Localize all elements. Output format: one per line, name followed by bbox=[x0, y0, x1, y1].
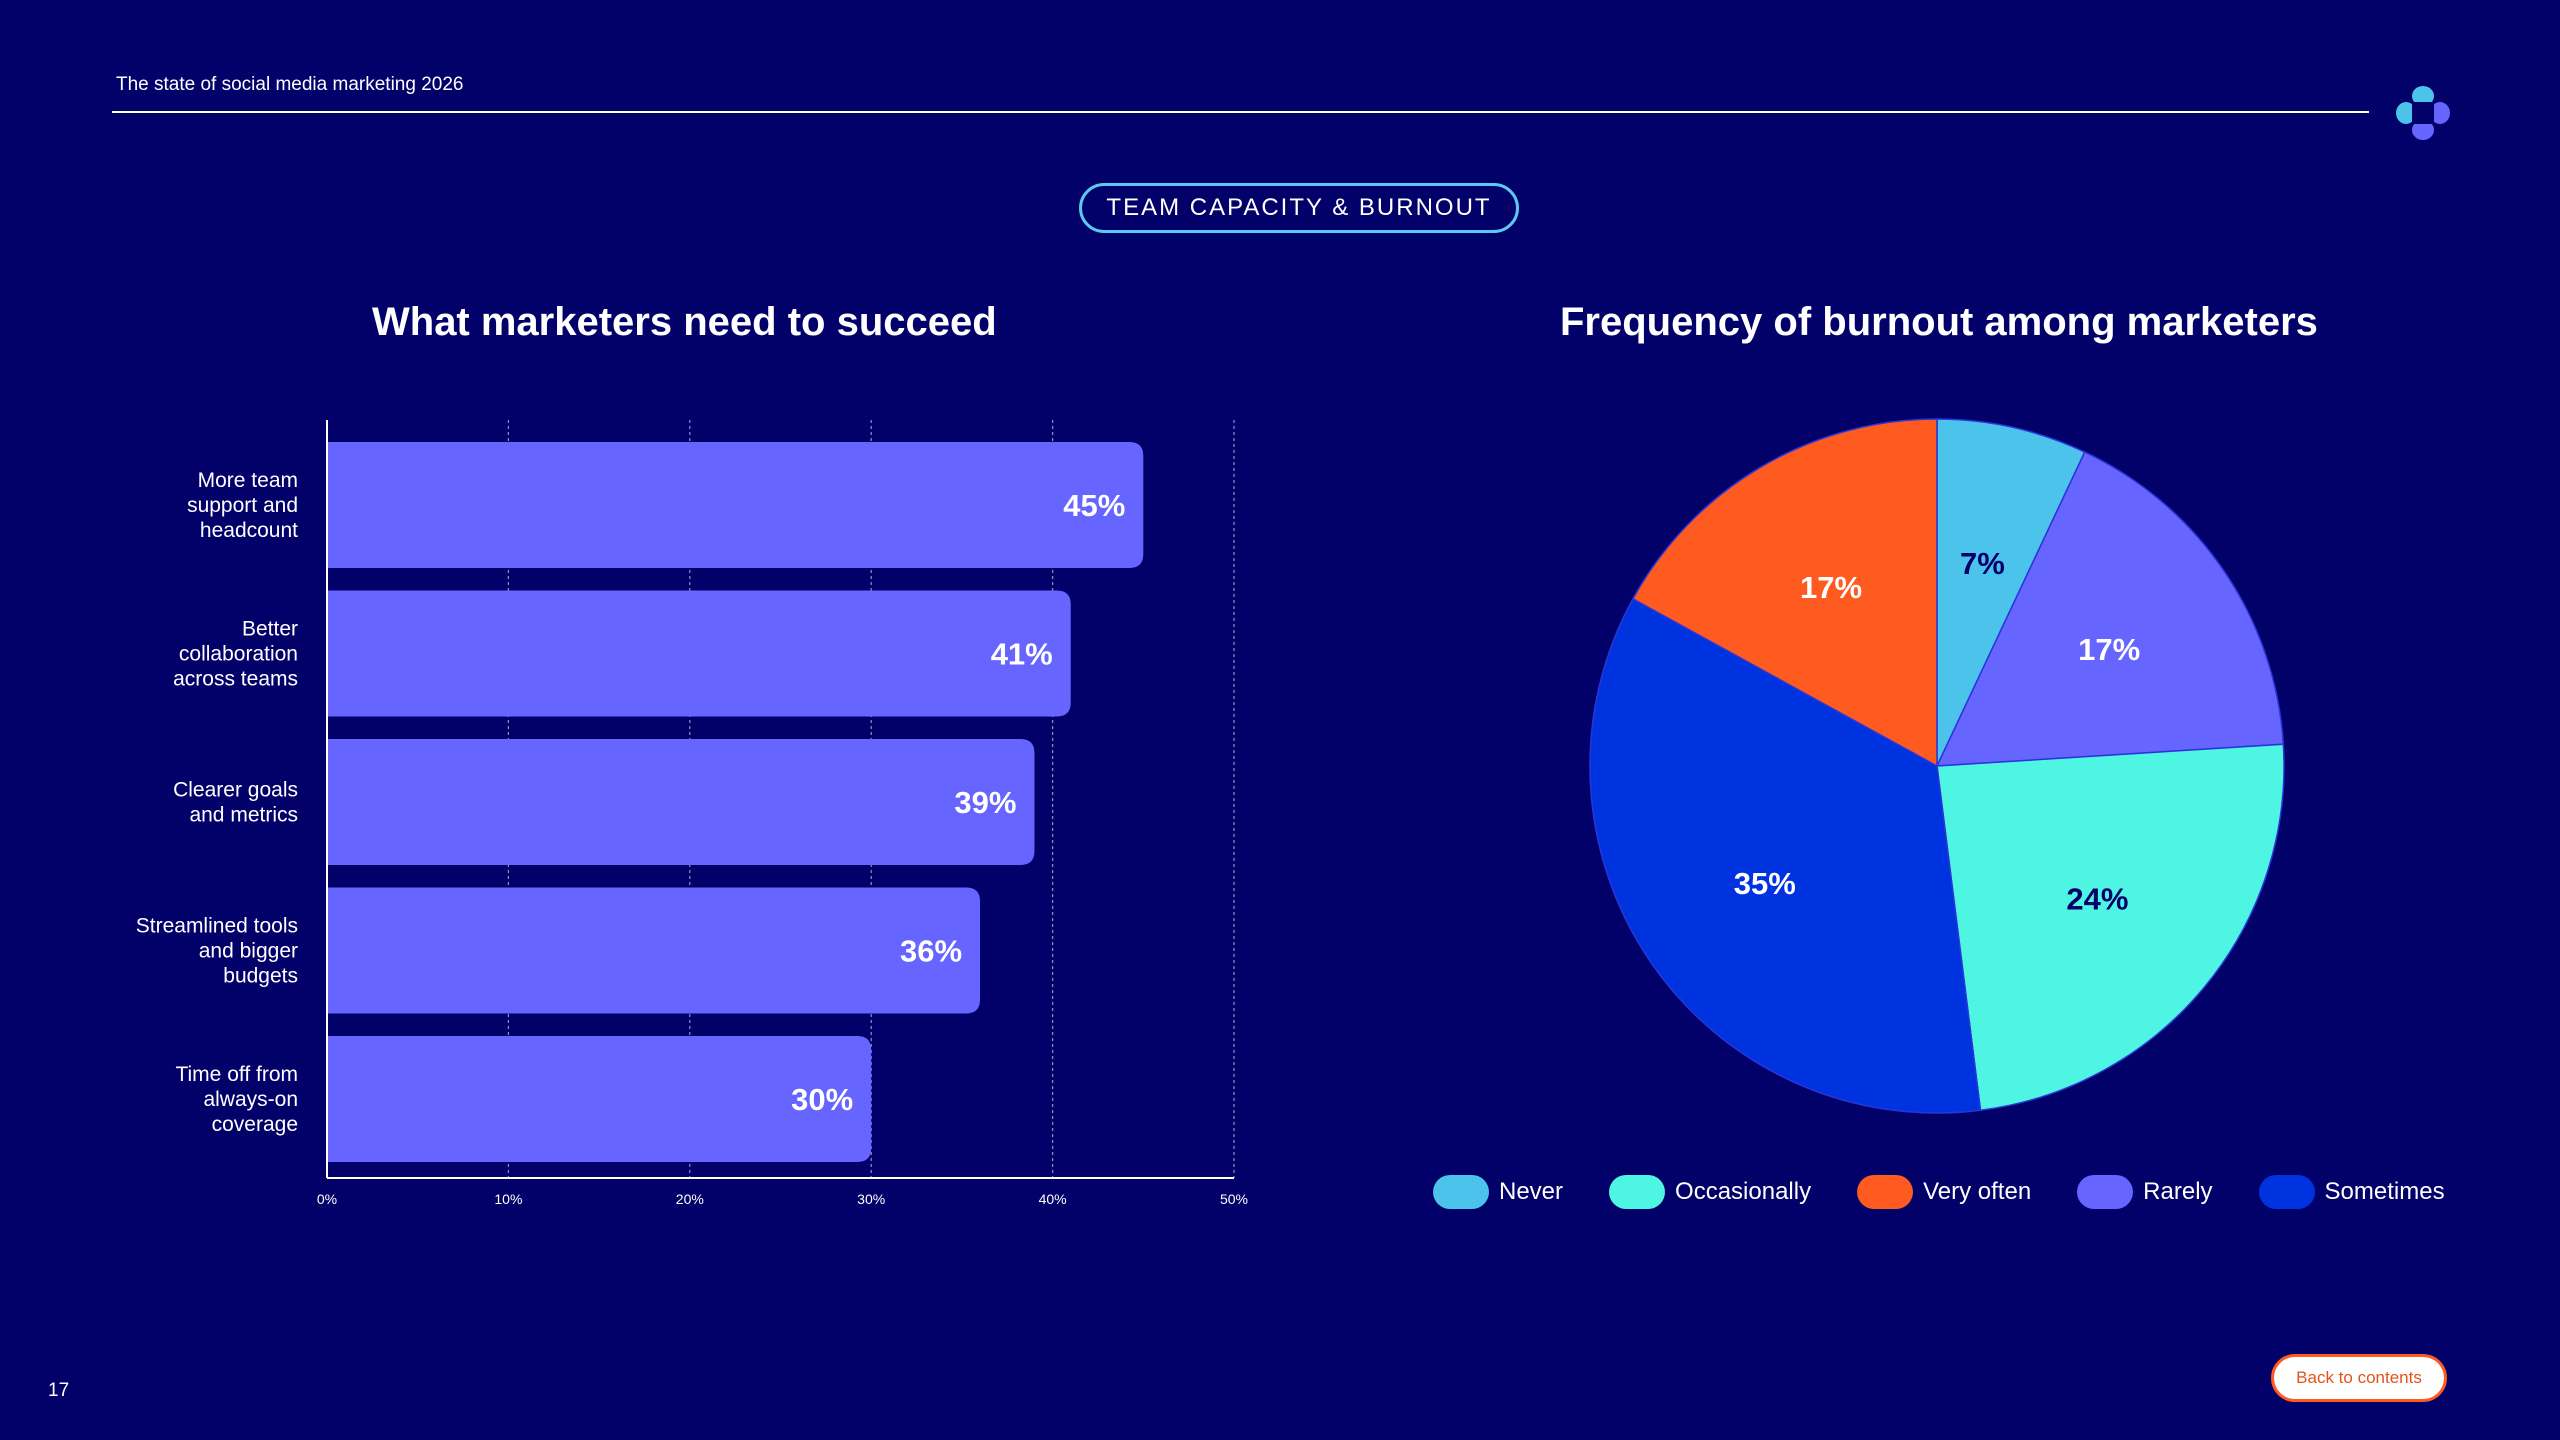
bar-category-label-line: budgets bbox=[223, 965, 298, 988]
legend-label: Rarely bbox=[2143, 1178, 2213, 1205]
header-divider bbox=[112, 111, 2369, 113]
pie-slice bbox=[1589, 597, 1982, 1114]
bar-category-label-line: coverage bbox=[212, 1113, 298, 1136]
back-to-contents-button[interactable]: Back to contents bbox=[2271, 1354, 2447, 1402]
bar-category-label: Better collaboration across teams bbox=[173, 618, 298, 691]
bar-value-label: 36% bbox=[900, 934, 962, 969]
legend-label: Occasionally bbox=[1675, 1178, 1812, 1205]
legend-label: Very often bbox=[1923, 1178, 2032, 1205]
x-tick-label: 0% bbox=[317, 1191, 337, 1207]
bar-value-label: 30% bbox=[791, 1082, 853, 1117]
bar-value-label: 45% bbox=[1063, 488, 1125, 523]
bar-category-label-line: Streamlined tools bbox=[136, 915, 298, 938]
page-number: 17 bbox=[48, 1380, 70, 1401]
bar-category-label-line: always-on bbox=[203, 1088, 298, 1111]
pie-slice bbox=[1631, 418, 1938, 768]
bar-value-label: 39% bbox=[954, 785, 1016, 820]
bar-category-label-line: headcount bbox=[200, 519, 298, 542]
bar-category-label: Streamlined tools and bigger budgets bbox=[136, 915, 298, 988]
bar-category-label: Clearer goals and metrics bbox=[173, 779, 298, 827]
legend-item: Rarely bbox=[2077, 1175, 2213, 1209]
x-tick-label: 40% bbox=[1039, 1191, 1067, 1207]
bar-category-label-line: Time off from bbox=[175, 1063, 298, 1086]
legend-label: Sometimes bbox=[2324, 1178, 2445, 1205]
pie-slice-label: 35% bbox=[1734, 866, 1796, 901]
bar bbox=[327, 1036, 872, 1162]
x-tick-label: 30% bbox=[857, 1191, 885, 1207]
pie-slice-label: 7% bbox=[1960, 546, 2005, 581]
pie-chart-title: Frequency of burnout among marketers bbox=[1560, 300, 2318, 344]
four-petal-logo-icon bbox=[2396, 86, 2450, 140]
bar-category-label-line: and bigger bbox=[199, 940, 298, 963]
bar bbox=[327, 739, 1035, 865]
bar-category-label-line: More team bbox=[198, 469, 298, 492]
legend-swatch bbox=[2077, 1175, 2134, 1209]
legend-item: Occasionally bbox=[1609, 1175, 1811, 1209]
legend-swatch bbox=[1433, 1175, 1489, 1209]
bar-value-label: 41% bbox=[991, 637, 1053, 672]
x-tick-label: 20% bbox=[676, 1191, 704, 1207]
legend-swatch bbox=[2258, 1175, 2315, 1209]
pie-chart: 7% 17% 24% 35% 17% bbox=[1589, 418, 2285, 1114]
legend-label: Never bbox=[1499, 1178, 1564, 1205]
pie-slice bbox=[1935, 451, 2285, 767]
section-tag: TEAM CAPACITY & BURNOUT bbox=[1079, 183, 1519, 233]
bar bbox=[327, 887, 981, 1014]
legend-item: Very often bbox=[1857, 1175, 2031, 1209]
bar bbox=[327, 590, 1071, 717]
report-title: The state of social media marketing 2026 bbox=[116, 74, 464, 95]
bar-category-label: More team support and headcount bbox=[187, 469, 298, 542]
legend-swatch bbox=[1857, 1175, 1914, 1209]
bar-chart-title: What marketers need to succeed bbox=[372, 300, 997, 344]
bar-category-label-line: across teams bbox=[173, 668, 298, 691]
legend-swatch bbox=[1609, 1175, 1666, 1209]
pie-slice-label: 17% bbox=[2078, 632, 2140, 667]
x-tick-label: 50% bbox=[1220, 1191, 1248, 1207]
bar-category-label-line: Clearer goals bbox=[173, 779, 298, 802]
bar-category-label: Time off from always-on coverage bbox=[175, 1063, 298, 1136]
pie-legend: Never Occasionally Very often Rarely Sometim… bbox=[1433, 1172, 2491, 1212]
pie-slice bbox=[1936, 418, 2086, 767]
pie-slice-label: 24% bbox=[2066, 882, 2128, 917]
bar bbox=[327, 442, 1144, 568]
bar-category-label-line: support and bbox=[187, 494, 298, 517]
x-tick-label: 10% bbox=[494, 1191, 522, 1207]
bar-category-label-line: collaboration bbox=[179, 643, 298, 666]
legend-item: Sometimes bbox=[2258, 1175, 2445, 1209]
bar-category-label-line: and metrics bbox=[189, 804, 298, 827]
pie-slice-label: 17% bbox=[1800, 570, 1862, 605]
pie-slice bbox=[1936, 743, 2285, 1112]
bar-category-label-line: Better bbox=[242, 618, 298, 641]
bar-chart: 45% More team support and headcount 41% Bette… bbox=[136, 420, 1248, 1207]
legend-item: Never bbox=[1433, 1175, 1563, 1209]
